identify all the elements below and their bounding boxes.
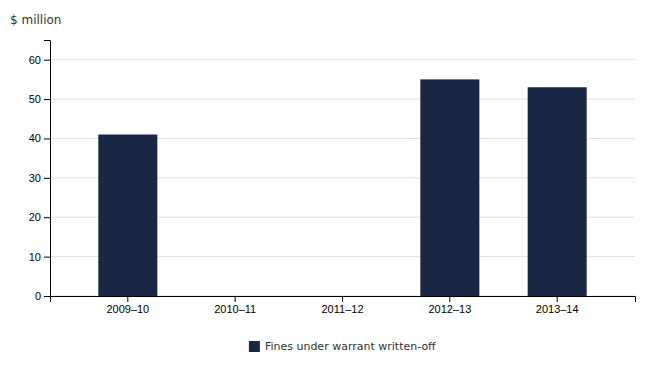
x-tick: 2010–11	[214, 296, 256, 315]
x-tick-label: 2010–11	[214, 303, 256, 315]
y-tick-mark	[44, 257, 50, 258]
y-tick-mark	[44, 138, 50, 139]
y-tick-label: 0	[35, 290, 41, 302]
legend-swatch	[249, 341, 260, 352]
x-tick-mark	[449, 296, 450, 302]
legend: Fines under warrant written-off	[249, 340, 436, 353]
bar	[206, 296, 265, 297]
x-tick-mark	[235, 296, 236, 302]
y-tick-label: 10	[29, 251, 41, 263]
y-tick-label: 50	[29, 93, 41, 105]
y-tick: 50	[29, 93, 50, 105]
y-axis-title: $ million	[10, 13, 61, 27]
bar	[313, 296, 372, 297]
grid	[50, 60, 635, 296]
y-tick-mark	[44, 99, 50, 100]
y-tick: 10	[29, 251, 50, 263]
y-axis-line	[44, 41, 51, 297]
x-tick: 2009–10	[106, 296, 149, 315]
x-tick-mark	[342, 296, 343, 302]
y-tick-mark	[44, 178, 50, 179]
y-tick-label: 30	[29, 172, 41, 184]
y-tick: 20	[29, 211, 50, 223]
y-tick-mark	[44, 217, 50, 218]
y-tick-label: 40	[29, 132, 41, 144]
x-tick-mark	[127, 296, 128, 302]
x-axis: 2009–10 2010–11 2011–12 2012–13 2013–14	[51, 296, 636, 315]
y-tick-mark	[44, 60, 50, 61]
bar	[98, 135, 157, 296]
x-tick-label: 2013–14	[536, 303, 579, 315]
chart: 0 10 20 30 40 50 60 2009–10 2010–11 2011–12 2012–1…	[0, 0, 655, 368]
legend-item: Fines under warrant written-off	[249, 340, 436, 353]
y-tick: 0	[35, 290, 50, 302]
legend-label: Fines under warrant written-off	[265, 340, 436, 353]
x-tick: 2012–13	[428, 296, 471, 315]
x-tick-label: 2009–10	[106, 303, 149, 315]
grid-line	[50, 59, 635, 60]
x-tick-mark	[557, 296, 558, 302]
x-tick-label: 2012–13	[428, 303, 471, 315]
y-axis: 0 10 20 30 40 50 60	[29, 41, 51, 303]
y-tick: 40	[29, 132, 50, 144]
y-tick-mark	[44, 296, 50, 297]
y-tick-label: 20	[29, 211, 41, 223]
x-tick: 2013–14	[536, 296, 579, 315]
bar	[528, 87, 587, 296]
plot: 0 10 20 30 40 50 60 2009–10 2010–11 2011–12 2012–1…	[29, 41, 636, 315]
bars	[98, 79, 586, 296]
x-tick-label: 2011–12	[321, 303, 363, 315]
y-tick: 60	[29, 54, 50, 66]
x-tick: 2011–12	[321, 296, 363, 315]
bar	[420, 79, 479, 296]
y-tick-label: 60	[29, 54, 41, 66]
y-tick: 30	[29, 172, 50, 184]
x-axis-line	[51, 297, 636, 303]
